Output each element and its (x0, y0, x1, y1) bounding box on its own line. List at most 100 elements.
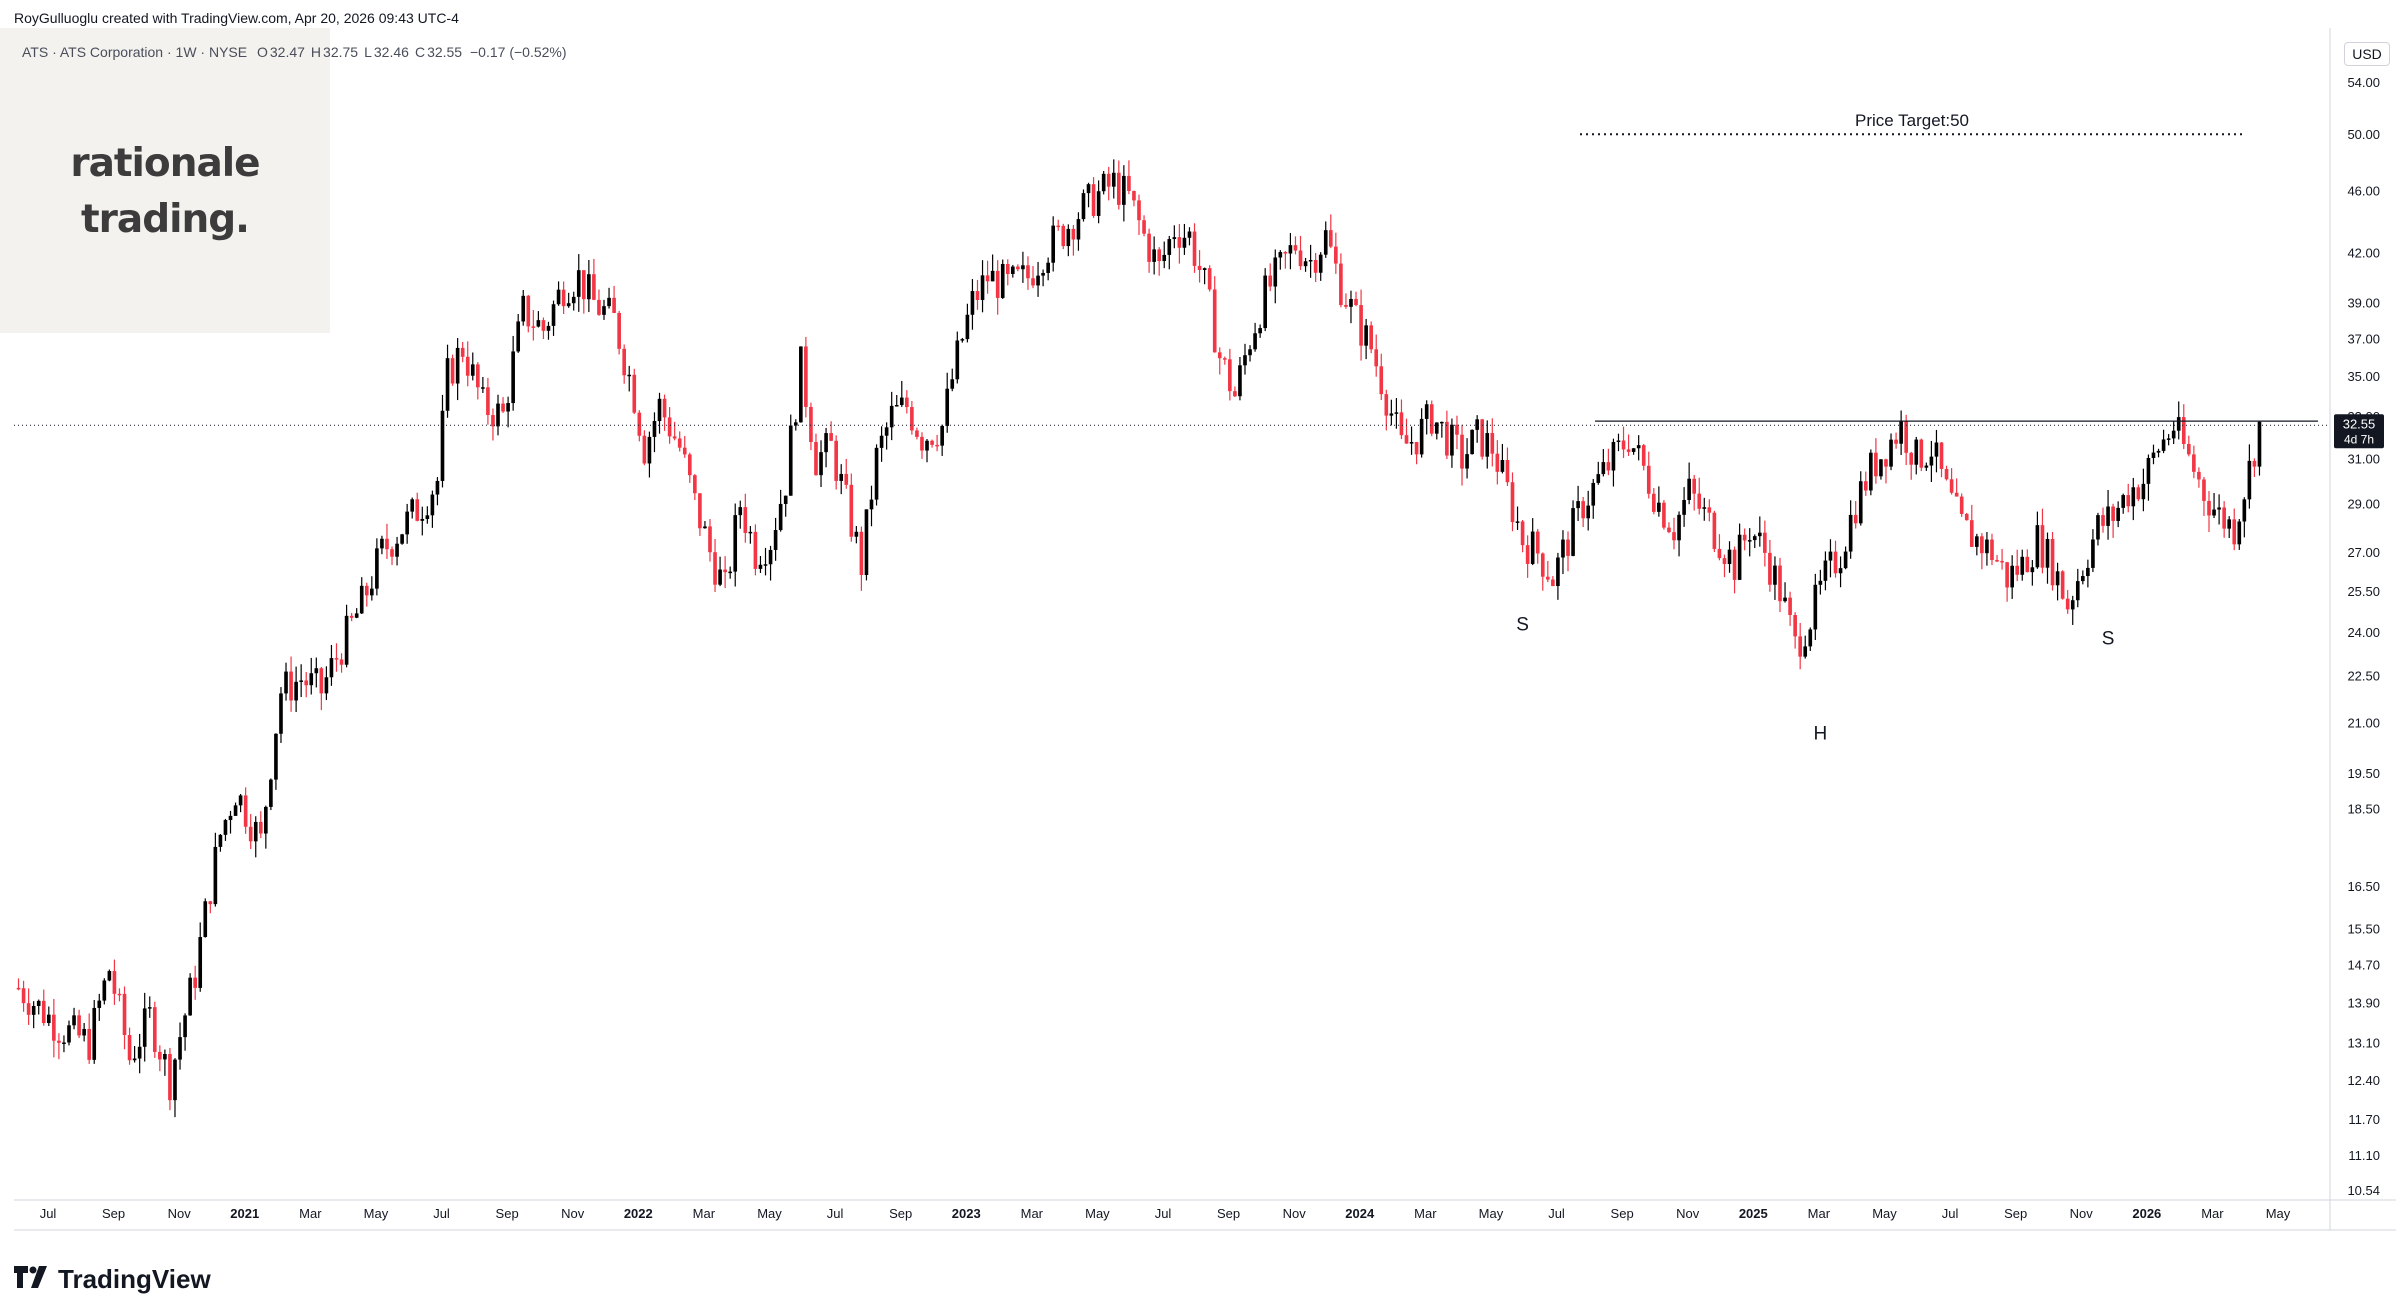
candle-body (2030, 567, 2035, 573)
candle-body (470, 364, 475, 376)
candle-body (1904, 420, 1908, 453)
candle-body (2202, 479, 2206, 501)
candle-body (1975, 536, 1979, 547)
x-tick-label: May (1085, 1206, 1110, 1221)
candle-body (1611, 441, 1616, 471)
candle-body (632, 374, 637, 413)
candle-body (2171, 430, 2176, 439)
candle-body (1813, 584, 1818, 630)
candle-body (1874, 452, 1878, 477)
candle-body (2247, 460, 2252, 500)
candle-body (1101, 173, 1106, 192)
candle-body (849, 484, 854, 537)
candle-body (1702, 507, 1707, 509)
candle-body (1601, 462, 1606, 475)
candle-body (1288, 245, 1293, 254)
candle-body (2096, 515, 2100, 540)
candle-body (2015, 565, 2020, 575)
candle-body (1344, 305, 1348, 307)
candle-body (269, 779, 273, 807)
candle-body (1359, 305, 1363, 346)
candle-body (627, 374, 632, 377)
candle-body (657, 398, 662, 422)
candle-body (390, 549, 394, 557)
candle-body (788, 425, 793, 496)
candle-body (41, 1000, 46, 1024)
candle-body (1566, 539, 1570, 556)
candle-body (1869, 452, 1873, 491)
candle-body (1596, 474, 1601, 483)
candle-body (879, 435, 884, 448)
candle-body (1712, 512, 1717, 549)
candle-body (536, 320, 541, 327)
candle-body (193, 977, 197, 988)
candle-body (854, 531, 859, 537)
candle-body (62, 1042, 66, 1044)
candle-body (481, 387, 485, 389)
candle-body (425, 515, 430, 519)
candle-body (1308, 260, 1313, 262)
candle-body (2141, 483, 2146, 500)
y-tick-label: 31.00 (2347, 451, 2380, 466)
candle-body (435, 480, 440, 495)
candle-body (344, 615, 349, 665)
candle-body (1586, 505, 1591, 519)
candle-body (652, 421, 657, 437)
x-tick-label: Sep (1611, 1206, 1634, 1221)
candle-body (1939, 442, 1944, 469)
candle-body (1909, 452, 1914, 465)
candle-body (2086, 567, 2090, 577)
y-tick-label: 12.40 (2347, 1073, 2380, 1088)
x-tick-label: Mar (1021, 1206, 1044, 1221)
candle-body (1263, 275, 1267, 329)
candle-body (1192, 231, 1197, 266)
candle-body (1323, 230, 1328, 255)
candle-body (1747, 540, 1752, 542)
x-tick-label: Nov (561, 1206, 585, 1221)
x-tick-label: 2023 (952, 1206, 981, 1221)
candle-body (1990, 539, 1994, 560)
candle-body (1389, 413, 1394, 416)
y-tick-label: 16.50 (2347, 879, 2380, 894)
candle-body (1142, 220, 1146, 234)
candle-body (728, 571, 732, 574)
candle-body (566, 303, 571, 307)
candle-body (142, 1008, 147, 1047)
candle-body (2131, 487, 2136, 507)
candle-body (2217, 507, 2221, 510)
candle-body (2136, 487, 2141, 500)
candle-body (2121, 495, 2126, 508)
currency-button[interactable]: USD (2344, 42, 2390, 66)
candle-body (2212, 509, 2216, 516)
candle-body (1404, 435, 1409, 444)
candle-body (1540, 553, 1545, 577)
candle-body (299, 680, 303, 682)
x-tick-label: May (757, 1206, 782, 1221)
candle-body (1500, 459, 1505, 472)
candle-body (1167, 239, 1172, 255)
candle-body (647, 436, 652, 464)
candle-body (1384, 394, 1389, 416)
candle-body (738, 507, 743, 516)
candle-body (516, 321, 521, 352)
symbol-legend[interactable]: ATS · ATS Corporation · 1W · NYSE O 32.47… (22, 44, 569, 60)
candle-body (319, 668, 324, 694)
candle-body (2176, 417, 2181, 431)
candle-body (158, 1051, 162, 1060)
candle-body (1894, 439, 1898, 444)
x-tick-label: May (2266, 1206, 2291, 1221)
candle-body (975, 291, 980, 300)
candle-body (1011, 266, 1015, 274)
candle-body (935, 444, 939, 447)
candle-body (758, 564, 763, 569)
candle-body (980, 275, 985, 300)
candle-body (410, 499, 415, 512)
candle-body (1293, 245, 1298, 251)
y-tick-label: 50.00 (2347, 127, 2380, 142)
candle-body (859, 531, 864, 576)
symbol-name[interactable]: ATS · ATS Corporation · 1W · NYSE (22, 44, 248, 60)
candle-body (1434, 422, 1439, 434)
candle-body (1026, 265, 1030, 279)
candle-body (1646, 465, 1651, 494)
